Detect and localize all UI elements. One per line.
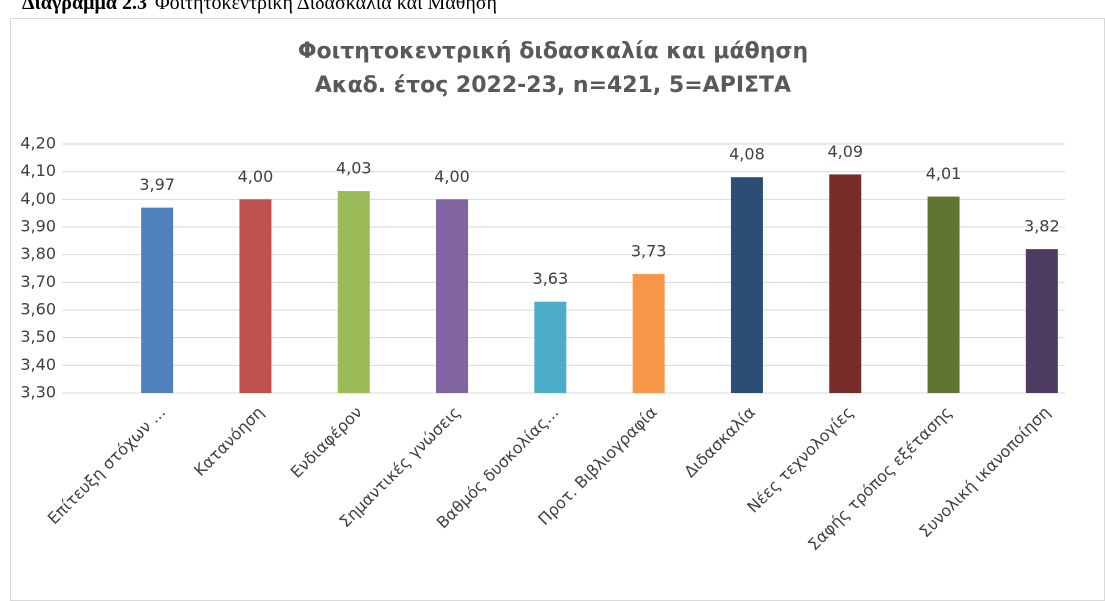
caption-number: Διάγραμμα 2.3	[22, 0, 147, 14]
bar	[436, 199, 469, 393]
data-label: 4,09	[827, 142, 863, 161]
y-tick-label: 3,50	[20, 327, 56, 346]
bar	[337, 191, 370, 393]
caption-text: Φοιτητοκεντρική Διδασκαλία και Μάθηση	[155, 0, 497, 14]
y-tick-label: 4,00	[20, 189, 56, 208]
bar	[534, 301, 567, 393]
data-label: 4,03	[336, 159, 372, 178]
chart-subtitle: Ακαδ. έτος 2022-23, n=421, 5=ΑΡΙΣΤΑ	[315, 73, 791, 98]
y-tick-label: 4,20	[20, 134, 56, 153]
data-label: 3,73	[631, 242, 667, 261]
y-tick-label: 3,90	[20, 217, 56, 236]
bar	[239, 199, 272, 393]
data-label: 3,82	[1024, 217, 1060, 236]
y-tick-label: 3,40	[20, 355, 56, 374]
y-tick-label: 3,70	[20, 272, 56, 291]
y-tick-label: 3,60	[20, 300, 56, 319]
bar	[141, 207, 174, 393]
y-tick-label: 3,30	[20, 383, 56, 402]
y-tick-label: 3,80	[20, 244, 56, 263]
data-label: 4,01	[926, 164, 962, 183]
data-label: 3,63	[533, 269, 569, 288]
data-label: 4,00	[434, 167, 470, 186]
bar	[1025, 249, 1058, 393]
bar	[730, 177, 763, 393]
chart-title: Φοιτητοκεντρική διδασκαλία και μάθηση	[298, 39, 808, 64]
data-label: 4,00	[238, 167, 274, 186]
bar	[632, 274, 665, 393]
caption: Διάγραμμα 2.3 Φοιτητοκεντρική Διδασκαλία …	[22, 0, 497, 14]
data-label: 3,97	[139, 175, 175, 194]
data-label: 4,08	[729, 145, 765, 164]
y-tick-label: 4,10	[20, 161, 56, 180]
bar	[829, 174, 862, 393]
bar	[927, 196, 960, 393]
